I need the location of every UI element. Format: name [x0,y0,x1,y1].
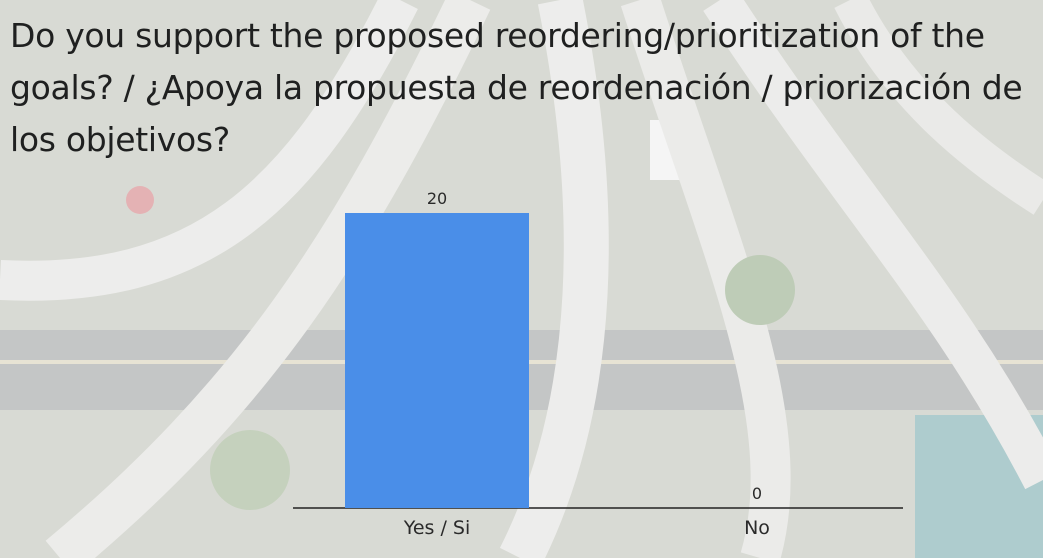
value-label: 20 [427,189,447,208]
value-label: 0 [752,484,762,503]
results-chart: 20 Yes / Si 0 No [0,0,1043,558]
category-label: No [744,517,770,539]
category-label: Yes / Si [403,517,471,539]
bar [345,213,529,508]
slide: Do you support the proposed reordering/p… [0,0,1043,558]
